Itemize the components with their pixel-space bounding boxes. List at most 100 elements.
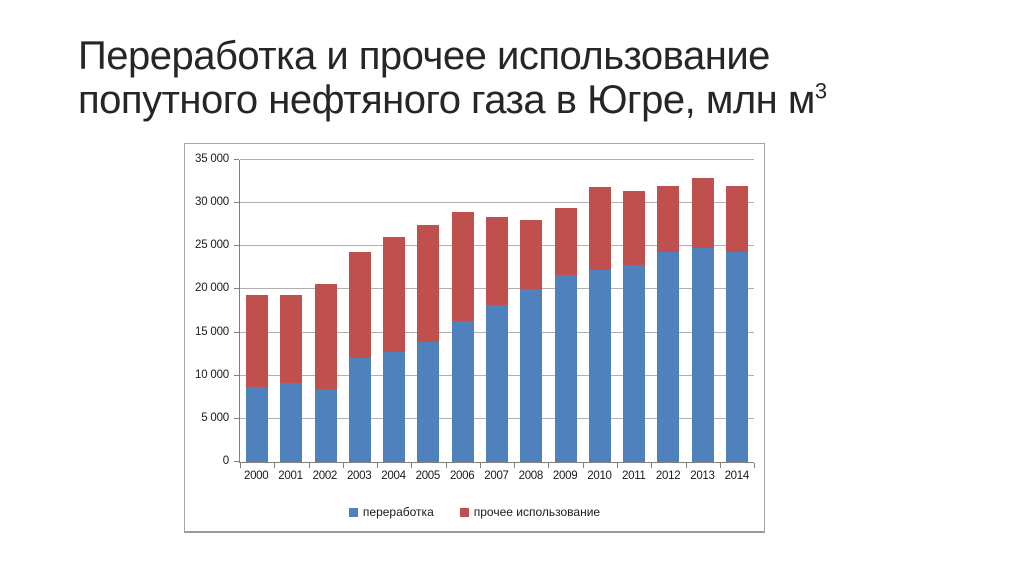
y-axis-labels: 0 5 000 10 000 15 000 20 000 25 000 30 000 35 0… (185, 144, 229, 531)
slide-title: Переработка и прочее использование попутн… (78, 34, 827, 122)
x-tick-label: 2006 (449, 470, 475, 482)
bar-stack-2005 (417, 224, 440, 462)
bar-stack-2006 (451, 211, 474, 462)
legend-swatch-icon (348, 507, 358, 517)
bar-stack-2009 (554, 207, 577, 462)
y-tick-mark (234, 331, 239, 333)
bar-segment-2005-s1 (417, 224, 440, 343)
bar-stack-2014 (725, 185, 748, 462)
bar-group-2001 (274, 160, 308, 462)
x-tick-label: 2002 (312, 470, 338, 482)
x-tick-label: 2010 (587, 470, 612, 482)
bar-stack-2007 (485, 217, 508, 462)
y-tick-mark (234, 202, 239, 204)
bar-stack-2001 (280, 294, 303, 462)
legend-swatch-icon (459, 507, 469, 517)
y-tick-label: 15 000 (195, 325, 229, 338)
y-tick-label: 30 000 (195, 196, 229, 209)
bar-group-2009 (548, 160, 582, 462)
bar-group-2012 (651, 160, 685, 462)
x-tick-mark (651, 463, 653, 468)
x-tick-mark (274, 463, 276, 468)
y-tick-label: 5 000 (201, 411, 229, 424)
plot-area (234, 159, 755, 468)
bar-group-2010 (583, 160, 617, 462)
bar-group-2007 (480, 160, 514, 462)
bar-segment-2005-s0 (417, 342, 440, 462)
gridline (240, 159, 754, 160)
x-tick-mark (514, 463, 516, 468)
x-axis-labels: 2000 2001 2002 2003 2004 2005 2006 2007 2008 2009… (239, 470, 754, 482)
bar-segment-2009-s0 (554, 274, 577, 462)
bar-stack-2010 (588, 186, 611, 462)
x-tick-label: 2007 (484, 470, 509, 482)
bar-segment-2013-s1 (691, 178, 714, 248)
x-tick-mark (377, 463, 379, 468)
x-tick-label: 2008 (518, 470, 544, 482)
legend: переработка прочее использование (185, 505, 764, 519)
bar-segment-2002-s1 (314, 284, 337, 389)
legend-item-1: прочее использование (459, 505, 601, 519)
bar-stack-2013 (691, 178, 714, 462)
x-tick-mark (342, 463, 344, 468)
x-tick-label: 2012 (655, 470, 681, 482)
bars (240, 160, 754, 462)
bar-segment-2011-s1 (623, 191, 646, 266)
y-tick-label: 10 000 (195, 368, 229, 381)
bar-group-2014 (720, 160, 754, 462)
bar-group-2008 (514, 160, 548, 462)
bar-segment-2006-s1 (451, 211, 474, 321)
y-tick-mark (234, 159, 239, 160)
bar-segment-2003-s1 (348, 252, 371, 358)
x-tick-label: 2011 (622, 470, 646, 482)
bar-segment-2008-s0 (520, 289, 543, 462)
x-tick-label: 2013 (690, 470, 715, 482)
x-tick-mark (719, 463, 721, 468)
y-tick-label: 20 000 (195, 282, 229, 295)
x-tick-label: 2014 (724, 470, 750, 482)
bar-group-2002 (309, 160, 343, 462)
bar-segment-2008-s1 (520, 220, 543, 290)
bar-segment-2007-s1 (485, 217, 508, 305)
bar-group-2013 (685, 160, 719, 462)
bar-group-2005 (411, 160, 445, 462)
bar-stack-2008 (520, 220, 543, 462)
legend-label: переработка (362, 505, 434, 519)
bar-segment-2001-s0 (280, 382, 303, 462)
x-tick-mark (445, 463, 447, 468)
y-tick-label: 35 000 (195, 153, 229, 165)
x-tick-mark (308, 463, 310, 468)
bar-segment-2000-s1 (246, 294, 269, 387)
bar-group-2004 (377, 160, 411, 462)
x-tick-mark (548, 463, 550, 468)
bar-segment-2003-s0 (348, 357, 371, 462)
bar-stack-2003 (348, 252, 371, 462)
bar-segment-2002-s0 (314, 388, 337, 462)
x-tick-mark (754, 463, 755, 468)
bar-stack-2011 (623, 191, 646, 462)
bar-group-2006 (446, 160, 480, 462)
x-tick-label: 2005 (415, 470, 441, 482)
bar-segment-2004-s0 (383, 351, 406, 462)
bar-stack-2004 (383, 236, 406, 462)
legend-label: прочее использование (473, 505, 601, 519)
y-tick-mark (234, 245, 239, 247)
bar-segment-2014-s0 (725, 252, 748, 462)
bar-group-2003 (343, 160, 377, 462)
x-tick-label: 2000 (243, 470, 269, 482)
y-tick-mark (234, 417, 239, 419)
y-tick-label: 25 000 (195, 239, 229, 252)
y-tick-mark (234, 461, 239, 462)
bar-stack-2012 (657, 185, 680, 462)
bar-segment-2010-s0 (588, 270, 611, 462)
bar-group-2000 (240, 160, 274, 462)
title-line-1: Переработка и прочее использование (78, 34, 770, 78)
bar-stack-2002 (314, 284, 337, 462)
bar-segment-2013-s0 (691, 248, 714, 462)
bar-segment-2006-s0 (451, 320, 474, 462)
x-tick-mark (479, 463, 481, 468)
bar-segment-2000-s0 (246, 386, 269, 462)
x-tick-label: 2009 (552, 470, 578, 482)
bar-segment-2007-s0 (485, 305, 508, 462)
